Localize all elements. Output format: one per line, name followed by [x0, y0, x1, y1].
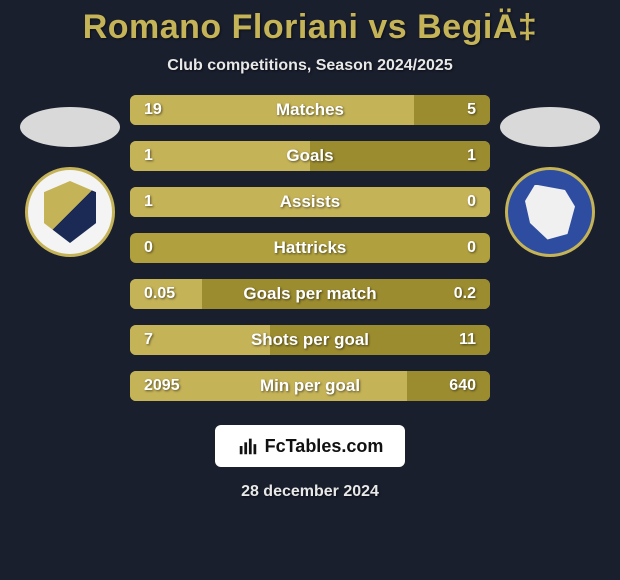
stat-label: Goals	[210, 146, 410, 166]
comparison-card: Romano Floriani vs BegiÄ‡ Club competiti…	[0, 0, 620, 580]
stat-label: Goals per match	[210, 284, 410, 304]
stat-row: 0Hattricks0	[130, 233, 490, 263]
stat-label: Matches	[210, 100, 410, 120]
player-right-column	[490, 95, 610, 257]
stat-value-right: 1	[410, 147, 490, 165]
stat-value-left: 1	[130, 193, 210, 211]
stat-value-left: 0	[130, 239, 210, 257]
player-left-avatar	[20, 107, 120, 147]
stat-label: Assists	[210, 192, 410, 212]
player-right-avatar	[500, 107, 600, 147]
stat-value-left: 7	[130, 331, 210, 349]
brand-badge: FcTables.com	[215, 425, 406, 467]
stat-label: Min per goal	[210, 376, 410, 396]
stat-value-right: 640	[410, 377, 490, 395]
stat-label: Hattricks	[210, 238, 410, 258]
stat-row: 7Shots per goal11	[130, 325, 490, 355]
stat-row: 0.05Goals per match0.2	[130, 279, 490, 309]
stat-value-left: 2095	[130, 377, 210, 395]
stat-value-right: 0	[410, 193, 490, 211]
stat-value-right: 0	[410, 239, 490, 257]
stat-value-right: 11	[410, 331, 490, 349]
team-left-crest	[25, 167, 115, 257]
team-right-crest	[505, 167, 595, 257]
page-title: Romano Floriani vs BegiÄ‡	[83, 8, 538, 47]
stat-value-left: 19	[130, 101, 210, 119]
stat-row: 2095Min per goal640	[130, 371, 490, 401]
stat-value-left: 1	[130, 147, 210, 165]
stat-value-right: 0.2	[410, 285, 490, 303]
chart-icon	[237, 435, 259, 457]
stat-row: 1Assists0	[130, 187, 490, 217]
stat-label: Shots per goal	[210, 330, 410, 350]
stat-row: 1Goals1	[130, 141, 490, 171]
footer-date: 28 december 2024	[241, 483, 379, 501]
stats-column: 19Matches51Goals11Assists00Hattricks00.0…	[130, 95, 490, 401]
stat-value-left: 0.05	[130, 285, 210, 303]
stat-value-right: 5	[410, 101, 490, 119]
stat-row: 19Matches5	[130, 95, 490, 125]
main-row: 19Matches51Goals11Assists00Hattricks00.0…	[0, 95, 620, 401]
player-left-column	[10, 95, 130, 257]
page-subtitle: Club competitions, Season 2024/2025	[167, 57, 452, 75]
brand-text: FcTables.com	[265, 436, 384, 457]
